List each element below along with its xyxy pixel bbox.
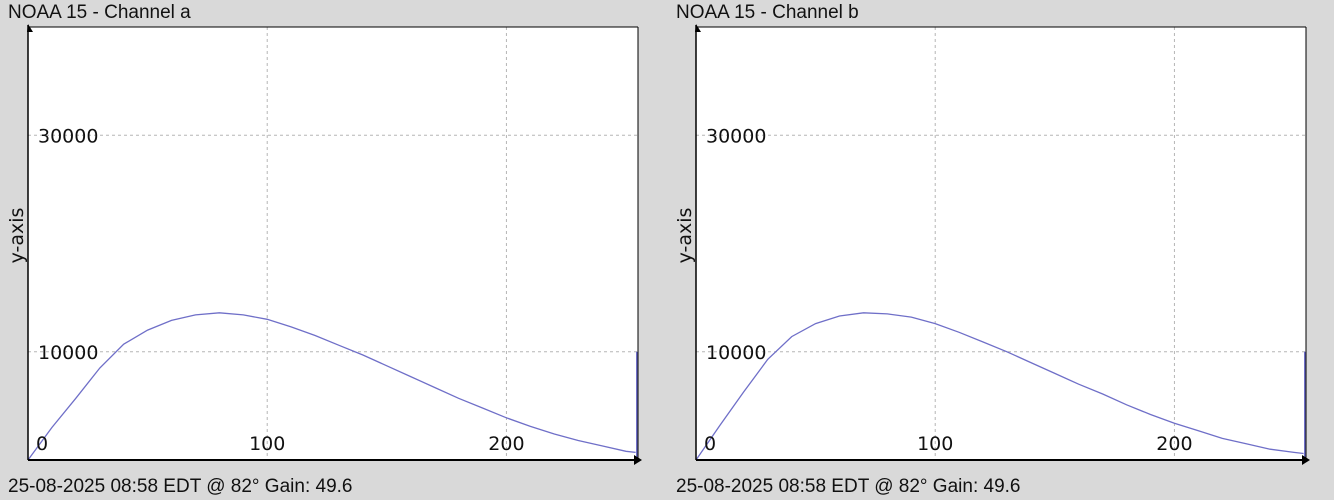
plot-area	[696, 27, 1306, 460]
chart-title: NOAA 15 - Channel a	[8, 2, 191, 23]
x-tick-label: 200	[1156, 433, 1192, 455]
plot-area	[28, 27, 638, 460]
x-tick-label: 0	[704, 433, 716, 455]
y-axis-arrow	[27, 24, 33, 32]
x-tick-label: 0	[36, 433, 48, 455]
x-tick-label: 100	[917, 433, 953, 455]
chart-panel-channel-a: NOAA 15 - Channel a 0 100 200 10000 30000 y-a…	[0, 0, 642, 500]
line-chart-channel-b: 0 100 200 10000 30000 y-axis	[674, 24, 1310, 465]
y-axis-label: y-axis	[6, 208, 28, 264]
x-tick-label: 100	[249, 433, 285, 455]
capture-info: 25-08-2025 08:58 EDT @ 82° Gain: 49.6	[8, 476, 353, 497]
series-line	[27, 312, 636, 461]
y-tick-label: 10000	[706, 342, 766, 364]
y-tick-label: 30000	[38, 125, 98, 147]
y-axis-arrow	[695, 24, 701, 32]
x-tick-label: 200	[488, 433, 524, 455]
capture-info: 25-08-2025 08:58 EDT @ 82° Gain: 49.6	[676, 476, 1021, 497]
y-axis-label: y-axis	[674, 208, 696, 264]
line-chart-channel-a: 0 100 200 10000 30000 y-axis	[6, 24, 642, 465]
y-tick-label: 10000	[38, 342, 98, 364]
y-tick-label: 30000	[706, 125, 766, 147]
chart-panel-channel-b: NOAA 15 - Channel b 0 100 200 10000 30000 y-a…	[668, 0, 1310, 500]
series-line	[695, 312, 1304, 461]
chart-title: NOAA 15 - Channel b	[676, 2, 859, 23]
